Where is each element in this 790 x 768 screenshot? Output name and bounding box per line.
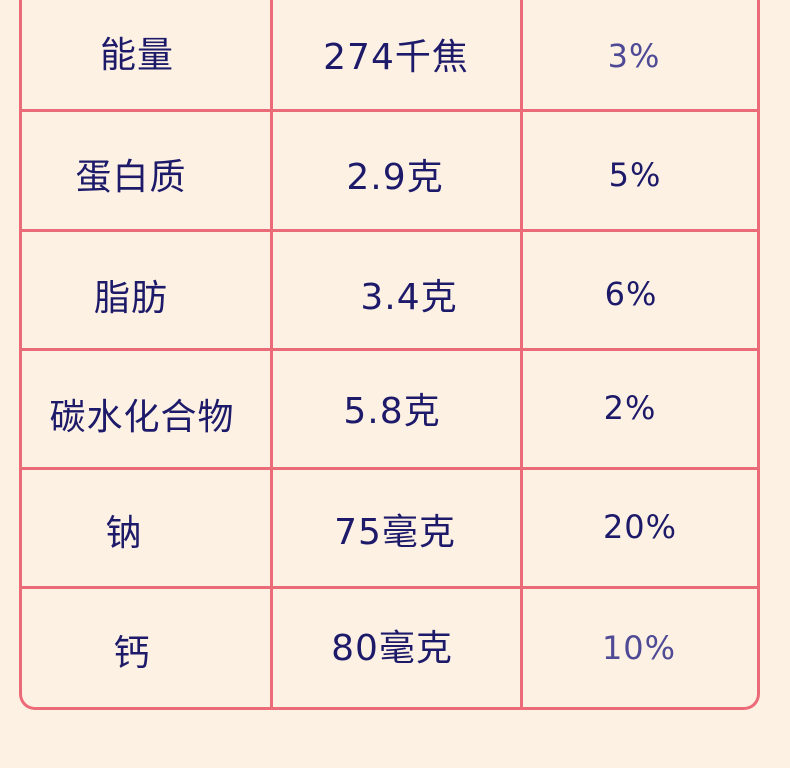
nutrient-nrv: 2% [603,389,657,427]
nutrient-nrv: 10% [601,629,677,667]
nutrient-nrv: 5% [608,156,662,194]
nutrient-nrv: 6% [604,275,658,313]
row-divider [22,586,757,589]
nutrient-amount: 5.8克 [343,391,441,432]
row-divider [22,109,757,112]
column-divider [520,0,523,707]
nutrient-name: 钠 [105,513,143,554]
nutrient-name: 蛋白质 [75,157,187,198]
column-divider [270,0,273,707]
nutrient-name: 能量 [99,35,175,76]
nutrient-amount: 75毫克 [334,512,456,553]
nutrient-name: 钙 [113,633,151,674]
nutrient-amount: 2.9克 [346,157,444,198]
nutrient-nrv: 3% [607,37,661,75]
nutrient-amount: 274千焦 [323,37,469,78]
row-divider [22,229,757,232]
nutrient-nrv: 20% [602,508,678,546]
nutrient-name: 碳水化合物 [49,397,235,438]
nutrition-table [19,0,760,710]
row-divider [22,348,757,351]
nutrient-name: 脂肪 [93,278,169,319]
row-divider [22,467,757,470]
nutrient-amount: 80毫克 [331,628,453,669]
nutrient-amount: 3.4克 [360,277,458,318]
